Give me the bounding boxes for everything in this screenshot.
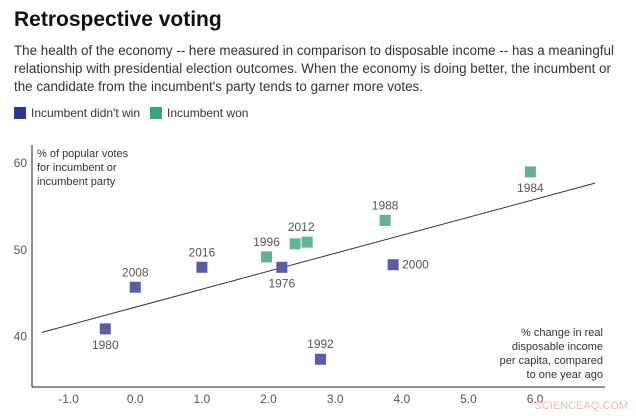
data-label: 2012	[288, 220, 315, 234]
x-tick-label: -1.0	[58, 392, 79, 406]
legend-swatch	[14, 107, 26, 119]
data-label: 2008	[122, 265, 149, 279]
data-point	[289, 238, 301, 250]
data-label: 1988	[372, 198, 399, 212]
y-tick-label: 50	[14, 243, 28, 257]
data-point	[261, 251, 273, 263]
data-point	[301, 236, 313, 248]
data-point	[387, 259, 399, 271]
data-point	[524, 166, 536, 178]
legend-item-didnt-win: Incumbent didn't win	[14, 106, 140, 120]
data-point	[99, 323, 111, 335]
legend-label: Incumbent didn't win	[31, 106, 141, 120]
chart-subtitle: The health of the economy -- here measur…	[14, 43, 614, 94]
legend: Incumbent didn't win Incumbent won	[14, 106, 248, 120]
data-label: 1996	[253, 235, 280, 249]
data-label: 1980	[92, 338, 119, 352]
data-label: 1992	[307, 337, 334, 351]
x-tick-label: 0.0	[127, 392, 144, 406]
y-tick-label: 60	[14, 156, 28, 170]
data-label: 1976	[269, 276, 296, 290]
legend-item-won: Incumbent won	[150, 106, 248, 120]
x-axis-label: % change in real disposable income per cap…	[500, 327, 603, 381]
legend-label: Incumbent won	[167, 106, 249, 120]
data-label: 1984	[517, 181, 544, 195]
trend-line	[41, 182, 596, 333]
watermark: SCIENCEAQ.COM	[534, 400, 628, 412]
chart-title: Retrospective voting	[14, 8, 222, 31]
x-tick-label: 6.0	[527, 392, 544, 406]
x-tick-label: 5.0	[460, 392, 477, 406]
data-point	[196, 261, 208, 273]
y-axis-label: % of popular votes for incumbent or incumb…	[37, 148, 129, 188]
legend-swatch	[150, 107, 163, 119]
data-label: 2016	[189, 245, 216, 259]
y-tick-label: 40	[14, 330, 28, 344]
x-tick-label: 4.0	[393, 392, 410, 406]
x-tick-label: 2.0	[260, 392, 277, 406]
data-point	[314, 353, 326, 365]
data-point	[276, 261, 288, 273]
data-point	[129, 281, 141, 293]
x-tick-label: 3.0	[327, 392, 344, 406]
x-tick-label: 1.0	[194, 392, 211, 406]
data-point	[379, 214, 391, 226]
data-label: 2000	[402, 258, 429, 272]
